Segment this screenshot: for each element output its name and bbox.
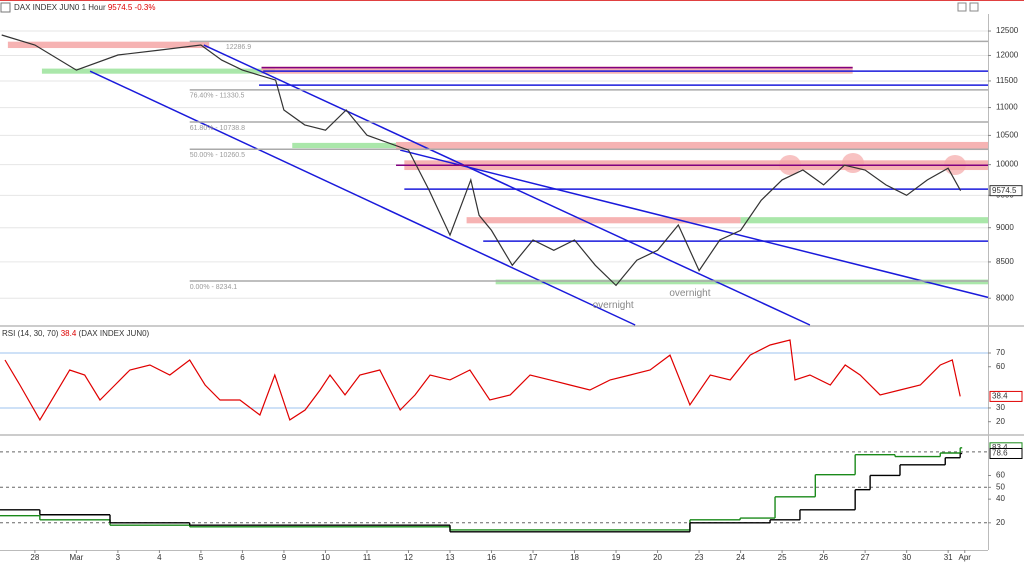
x-tick-label: 3: [116, 553, 121, 562]
x-tick-label: 11: [363, 553, 372, 562]
zone: [7, 41, 210, 49]
zone: [466, 217, 741, 224]
last-value-box: [989, 390, 1023, 402]
zone: [292, 142, 397, 149]
y-tick-label: 12000: [996, 51, 1019, 60]
last-value-label: 38.4: [992, 392, 1008, 401]
x-tick-label: Mar: [69, 553, 83, 562]
window-button[interactable]: [957, 2, 967, 12]
x-tick-label: 19: [612, 553, 621, 562]
zone: [396, 141, 988, 151]
zone: [740, 217, 988, 224]
symbol-icon[interactable]: [0, 2, 11, 13]
x-tick-label: 9: [282, 553, 287, 562]
drawn-line: [399, 149, 989, 299]
y-tick-label: 20: [996, 417, 1005, 426]
window-button[interactable]: [969, 2, 979, 12]
y-tick-label: 11000: [996, 103, 1018, 112]
zone: [261, 66, 853, 74]
x-tick-label: 23: [695, 553, 704, 562]
x-tick-label: 17: [529, 553, 538, 562]
y-tick-label: 10500: [996, 131, 1019, 140]
y-tick-label: 60: [996, 471, 1005, 480]
last-value-label: 9574.5: [992, 186, 1017, 195]
zone: [495, 279, 988, 285]
y-tick-label: 12500: [996, 26, 1019, 35]
x-tick-label: 6: [240, 553, 245, 562]
annotation: 50.00% - 10260.5: [190, 152, 245, 159]
last-value-box: [989, 185, 1023, 197]
change: -0.3%: [135, 3, 156, 12]
annotation: 0.00% - 8234.1: [190, 284, 238, 291]
header: DAX INDEX JUN0 1 Hour 9574.5 -0.3%: [14, 3, 155, 12]
x-tick-label: 16: [487, 553, 496, 562]
symbol: DAX INDEX JUN0: [14, 3, 80, 12]
x-tick-label: 10: [321, 553, 330, 562]
y-tick-label: 11500: [996, 76, 1018, 85]
x-tick-label: 25: [778, 553, 787, 562]
rsi-name: RSI (14, 30, 70): [2, 329, 59, 338]
drawn-line: [203, 44, 811, 326]
x-tick-label: 13: [446, 553, 455, 562]
annotation: overnight: [669, 288, 710, 299]
series-line: [4, 339, 961, 422]
interval: 1 Hour: [82, 3, 106, 12]
last-value-label: 78.6: [992, 449, 1008, 458]
last-value-box: [989, 447, 1023, 459]
annotation: 12286.9: [226, 44, 251, 51]
annotation: overnight: [593, 300, 634, 311]
zone: [41, 68, 275, 74]
y-tick-label: 8000: [996, 293, 1014, 302]
y-tick-label: 70: [996, 348, 1005, 357]
last-price: 9574.5: [108, 3, 133, 12]
x-tick-label: 5: [199, 553, 204, 562]
x-tick-label: 24: [736, 553, 745, 562]
last-value-label: 83.4: [992, 443, 1008, 452]
series-line: [1, 34, 962, 287]
y-tick-label: 9000: [996, 223, 1014, 232]
x-tick-label: 30: [902, 553, 911, 562]
x-tick-label: 28: [30, 553, 39, 562]
x-tick-label: 27: [861, 553, 870, 562]
y-tick-label: 20: [996, 518, 1005, 527]
drawn-line: [89, 70, 636, 326]
rsi-title: RSI (14, 30, 70) 38.4 (DAX INDEX JUN0): [2, 329, 150, 338]
x-tick-label: 20: [653, 553, 662, 562]
x-tick-label: 26: [819, 553, 828, 562]
y-tick-label: 50: [996, 482, 1005, 491]
x-tick-label: 4: [157, 553, 162, 562]
y-tick-label: 8500: [996, 257, 1014, 266]
x-tick-label: 31: [944, 553, 953, 562]
x-tick-label: 18: [570, 553, 579, 562]
y-tick-label: 10000: [996, 160, 1019, 169]
x-tick-label: 12: [404, 553, 413, 562]
y-tick-label: 30: [996, 403, 1005, 412]
annotation: 76.40% - 11330.5: [190, 93, 245, 100]
x-tick-label: Apr: [959, 553, 972, 562]
rsi-source: (DAX INDEX JUN0): [79, 329, 150, 338]
annotation: 61.80% - 10738.8: [190, 125, 245, 132]
y-tick-label: 40: [996, 494, 1005, 503]
y-tick-label: 60: [996, 362, 1005, 371]
rsi-value: 38.4: [61, 329, 77, 338]
